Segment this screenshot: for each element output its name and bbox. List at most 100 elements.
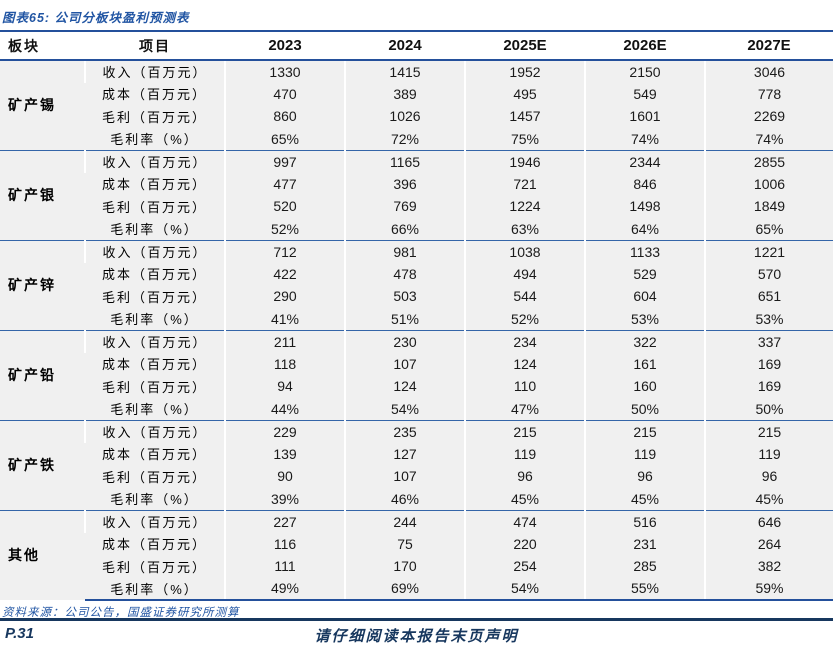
cell-value: 63% <box>464 217 585 240</box>
cell-value: 1221 <box>704 239 833 263</box>
cell-value: 124 <box>344 375 465 398</box>
row-label: 毛利率（%） <box>85 307 225 330</box>
cell-value: 1849 <box>704 195 833 218</box>
cell-value: 229 <box>224 419 345 443</box>
table-row: 毛利率（%） 52% 66% 63% 64% 65% <box>0 217 833 240</box>
cell-value: 107 <box>344 465 465 488</box>
cell-value: 96 <box>464 465 585 488</box>
cell-value: 477 <box>224 172 345 195</box>
cell-value: 1026 <box>344 105 465 128</box>
row-label: 毛利（百万元） <box>85 105 225 128</box>
table-row: 矿产锡 收入（百万元） 1330 1415 1952 2150 3046 <box>0 59 833 150</box>
cell-value: 285 <box>584 555 705 578</box>
cell-value: 231 <box>584 532 705 555</box>
table-row: 毛利率（%） 65% 72% 75% 74% 74% <box>0 127 833 150</box>
cell-value: 169 <box>704 375 833 398</box>
row-label: 收入（百万元） <box>84 59 225 83</box>
cell-value: 53% <box>584 307 705 330</box>
row-label: 成本（百万元） <box>85 532 225 555</box>
source-note: 资料来源：公司公告，国盛证券研究所测算 <box>2 607 240 619</box>
cell-value: 1038 <box>464 239 585 263</box>
title-divider <box>0 30 833 32</box>
cell-value: 74% <box>704 127 833 150</box>
page-footer: P.31 请仔细阅读本报告末页声明 <box>0 618 833 645</box>
cell-value: 1415 <box>344 59 465 83</box>
cell-value: 119 <box>704 442 833 465</box>
table-row: 毛利率（%） 49% 69% 54% 55% 59% <box>0 577 833 601</box>
row-label: 毛利（百万元） <box>85 195 225 218</box>
cell-value: 422 <box>224 262 345 285</box>
row-label: 毛利率（%） <box>85 397 225 420</box>
column-header-0: 板块 <box>0 32 85 61</box>
table-row: 毛利（百万元） 520 769 1224 1498 1849 <box>0 195 833 218</box>
cell-value: 75 <box>344 532 465 555</box>
table-row: 矿产锌 收入（百万元） 712 981 1038 1133 1221 <box>0 239 833 330</box>
row-label: 收入（百万元） <box>84 149 225 173</box>
row-label: 收入（百万元） <box>84 329 225 353</box>
cell-value: 230 <box>344 329 465 353</box>
row-label: 成本（百万元） <box>85 442 225 465</box>
cell-value: 2344 <box>584 149 705 173</box>
column-header-3: 2024 <box>345 32 465 61</box>
table-row: 成本（百万元） 477 396 721 846 1006 <box>0 172 833 195</box>
cell-value: 516 <box>584 509 705 533</box>
chart-title: 图表65: 公司分板块盈利预测表 <box>2 11 190 25</box>
cell-value: 544 <box>464 285 585 308</box>
table-row: 毛利率（%） 41% 51% 52% 53% 53% <box>0 307 833 330</box>
table-body: 矿产锡 收入（百万元） 1330 1415 1952 2150 3046 成本（百万元） 470… <box>0 59 833 601</box>
cell-value: 721 <box>464 172 585 195</box>
table-row: 成本（百万元） 422 478 494 529 570 <box>0 262 833 285</box>
row-label: 收入（百万元） <box>84 419 225 443</box>
table-row: 成本（百万元） 470 389 495 549 778 <box>0 82 833 105</box>
table-row: 毛利（百万元） 94 124 110 160 169 <box>0 375 833 398</box>
cell-value: 44% <box>224 397 345 420</box>
cell-value: 470 <box>224 82 345 105</box>
cell-value: 1601 <box>584 105 705 128</box>
row-label: 毛利率（%） <box>85 217 225 240</box>
table-row: 其他 收入（百万元） 227 244 474 516 646 <box>0 509 833 600</box>
cell-value: 235 <box>344 419 465 443</box>
cell-value: 2269 <box>704 105 833 128</box>
cell-value: 1165 <box>344 149 465 173</box>
cell-value: 220 <box>464 532 585 555</box>
cell-value: 119 <box>464 442 585 465</box>
row-label: 毛利（百万元） <box>85 285 225 308</box>
row-label: 成本（百万元） <box>85 82 225 105</box>
table-row: 毛利（百万元） 290 503 544 604 651 <box>0 285 833 308</box>
cell-value: 478 <box>344 262 465 285</box>
cell-value: 254 <box>464 555 585 578</box>
cell-value: 139 <box>224 442 345 465</box>
cell-value: 74% <box>584 127 705 150</box>
cell-value: 651 <box>704 285 833 308</box>
cell-value: 382 <box>704 555 833 578</box>
cell-value: 72% <box>344 127 465 150</box>
table-row: 毛利（百万元） 860 1026 1457 1601 2269 <box>0 105 833 128</box>
cell-value: 124 <box>464 352 585 375</box>
cell-value: 90 <box>224 465 345 488</box>
row-label: 收入（百万元） <box>84 509 225 533</box>
cell-value: 290 <box>224 285 345 308</box>
cell-value: 1498 <box>584 195 705 218</box>
segment-name: 其他 <box>0 509 85 600</box>
cell-value: 51% <box>344 307 465 330</box>
cell-value: 1006 <box>704 172 833 195</box>
cell-value: 96 <box>584 465 705 488</box>
cell-value: 529 <box>584 262 705 285</box>
cell-value: 127 <box>344 442 465 465</box>
cell-value: 45% <box>704 487 833 510</box>
cell-value: 50% <box>704 397 833 420</box>
cell-value: 234 <box>464 329 585 353</box>
cell-value: 1457 <box>464 105 585 128</box>
cell-value: 520 <box>224 195 345 218</box>
cell-value: 52% <box>464 307 585 330</box>
cell-value: 211 <box>224 329 345 353</box>
cell-value: 116 <box>224 532 345 555</box>
cell-value: 981 <box>344 239 465 263</box>
segment-name: 矿产锌 <box>0 239 85 330</box>
table-row: 矿产铁 收入（百万元） 229 235 215 215 215 <box>0 419 833 510</box>
cell-value: 53% <box>704 307 833 330</box>
cell-value: 75% <box>464 127 585 150</box>
cell-value: 161 <box>584 352 705 375</box>
table-row: 成本（百万元） 139 127 119 119 119 <box>0 442 833 465</box>
row-label: 毛利（百万元） <box>85 555 225 578</box>
